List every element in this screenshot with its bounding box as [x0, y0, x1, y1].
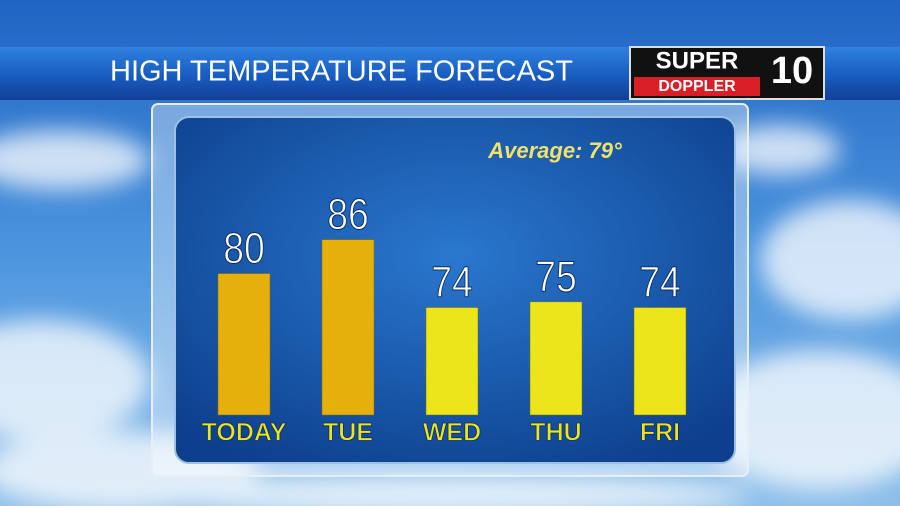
bar: [633, 307, 687, 416]
logo-number: 10: [771, 50, 813, 92]
bar: [425, 307, 479, 416]
logo-bottom: DOPPLER: [658, 78, 736, 95]
category-label: THU: [530, 419, 581, 447]
value-label: 80: [223, 223, 265, 273]
logo-band: [634, 77, 760, 96]
bar: [529, 301, 583, 416]
average-annotation: Average: 79°: [487, 138, 622, 163]
bar: [321, 239, 375, 416]
logo-top: SUPER: [656, 47, 739, 74]
title: HIGH TEMPERATURE FORECAST: [110, 56, 573, 88]
category-label: WED: [423, 419, 481, 447]
value-label: 74: [639, 257, 681, 307]
value-label: 74: [431, 257, 473, 307]
panel: [174, 116, 736, 464]
value-label: 75: [535, 252, 577, 302]
category-label: TODAY: [202, 419, 287, 447]
category-label: TUE: [323, 419, 373, 447]
clouds: [0, 125, 900, 506]
value-label: 86: [327, 189, 369, 239]
logo: SUPER DOPPLER 10: [629, 46, 825, 100]
bar: [217, 273, 271, 416]
category-label: FRI: [640, 419, 680, 447]
